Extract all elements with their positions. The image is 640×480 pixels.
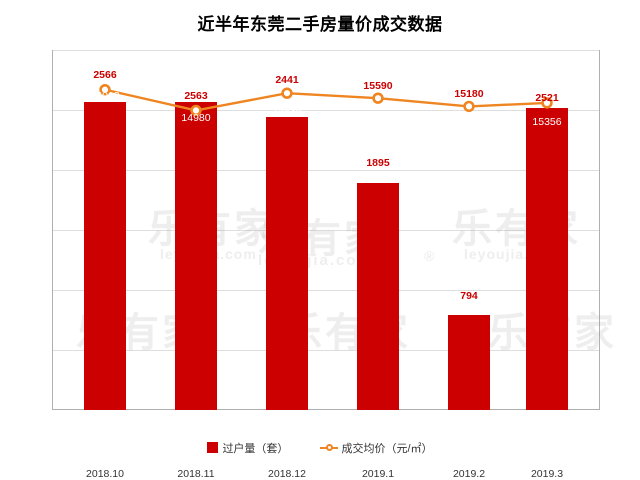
legend-label-line: 成交均价（元/㎡） <box>341 443 433 455</box>
price-point-2019-3[interactable] <box>541 97 553 109</box>
gridline <box>52 230 600 231</box>
bar-2019-1[interactable] <box>357 182 399 410</box>
bar-value-2019-3: 15356 <box>532 116 562 128</box>
price-point-2019-1[interactable] <box>372 92 384 104</box>
legend-swatch-bar-icon <box>207 442 219 453</box>
value-label-2019-3: 2521 <box>535 92 559 104</box>
bar-2018-10[interactable] <box>84 102 126 410</box>
price-label-2019-2: 15180 <box>454 88 484 100</box>
chart-container: 近半年东莞二手房量价成交数据 3000 2500 2000 1500 1000 … <box>0 15 640 480</box>
bar-value-2018-11: 14980 <box>181 112 211 124</box>
legend-swatch-line-icon <box>319 442 338 453</box>
x-axis-tick-2019-1: 2019.1 <box>361 468 395 480</box>
price-line-path <box>104 88 548 112</box>
chart-title: 近半年东莞二手房量价成交数据 <box>197 15 443 34</box>
price-point-2018-12[interactable] <box>281 87 293 99</box>
chart-legend: 过户量（套） 成交均价（元/㎡） <box>0 440 640 456</box>
x-axis-tick-2018-11: 2018.11 <box>177 468 215 480</box>
value-label-2019-2: 794 <box>460 290 478 302</box>
price-label-2019-1: 15590 <box>363 80 393 92</box>
x-axis-tick-2018-12: 2018.12 <box>268 468 306 480</box>
gridline <box>52 170 600 171</box>
bar-2018-11[interactable] <box>175 102 217 410</box>
price-point-2018-10[interactable] <box>99 83 111 96</box>
bar-2018-12[interactable] <box>266 117 308 410</box>
bar-value-2018-10: 16013 <box>90 90 120 102</box>
y-axis-left-line <box>52 50 53 410</box>
bar-2019-3[interactable] <box>526 107 568 410</box>
x-axis-tick-2019-2: 2019.2 <box>452 468 486 480</box>
value-label-2018-10: 2566 <box>93 69 117 81</box>
value-label-2018-12: 2441 <box>275 74 299 86</box>
gridline <box>52 350 600 351</box>
x-axis-line <box>52 409 600 410</box>
value-label-2019-1: 1895 <box>366 157 390 169</box>
legend-item-line[interactable]: 成交均价（元/㎡） <box>319 440 433 456</box>
x-axis-tick-2019-3: 2019.3 <box>530 468 564 480</box>
gridline <box>52 50 600 51</box>
gridline <box>52 110 600 111</box>
plot-area: 3000 2500 2000 1500 1000 500 0 18000 160… <box>52 50 614 480</box>
legend-label-bar: 过户量（套） <box>222 443 289 455</box>
price-line-series <box>99 83 553 117</box>
x-axis-tick-2018-10: 2018.10 <box>86 468 124 480</box>
legend-item-bar[interactable]: 过户量（套） <box>207 440 288 456</box>
value-label-2018-11: 2563 <box>184 90 208 102</box>
y-axis-right-line <box>599 50 600 410</box>
price-point-2018-11[interactable] <box>190 104 202 117</box>
bar-2019-2[interactable] <box>448 314 490 410</box>
bar-value-2018-12: 15839 <box>272 105 302 117</box>
gridline <box>52 290 600 291</box>
price-point-2019-2[interactable] <box>463 100 475 113</box>
